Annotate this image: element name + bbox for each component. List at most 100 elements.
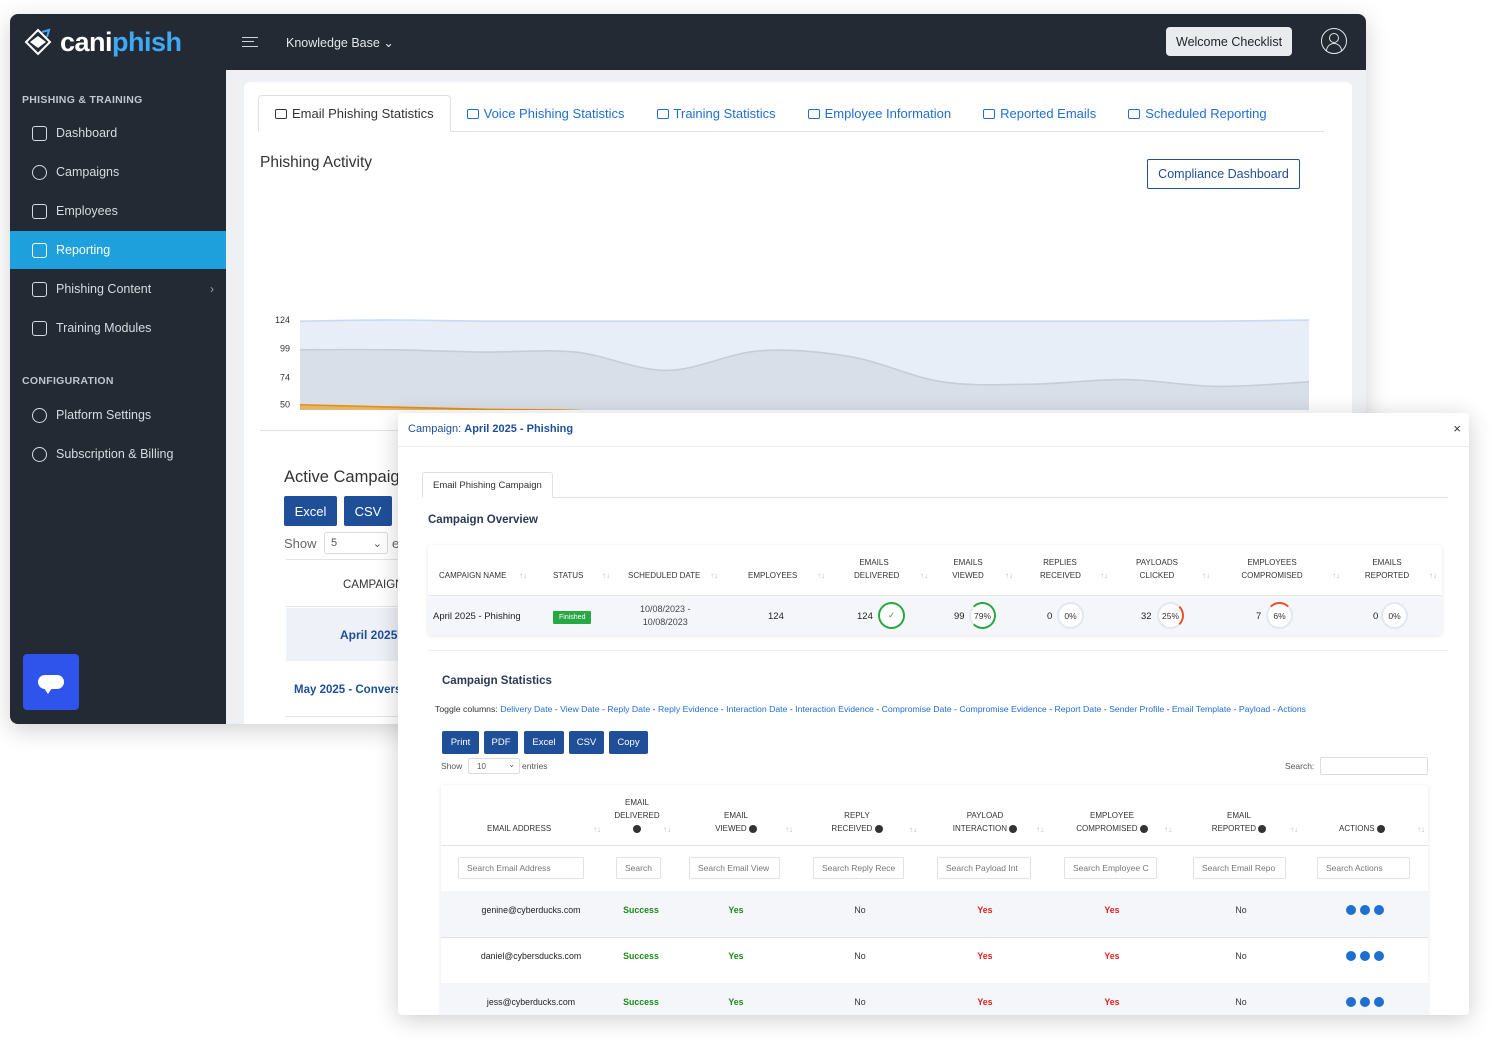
column-header[interactable]: EMPLOYEE COMPROMISED [1072,809,1152,835]
tab-training-statistics[interactable]: Training Statistics [641,95,792,132]
toggle-column-link[interactable]: Reply Evidence [657,704,719,714]
column-header[interactable]: REPLY RECEIVED [830,809,884,835]
toggle-column-link[interactable]: Compromise Evidence [959,704,1047,714]
sort-icon[interactable]: ↑↓ [785,825,793,834]
toggle-column-link[interactable]: Compromise Date [881,704,952,714]
column-header[interactable]: EMPLOYEES [748,571,798,580]
close-icon[interactable]: × [1453,421,1461,436]
toggle-column-link[interactable]: Reply Date [607,704,651,714]
column-header[interactable]: EMAILS VIEWED [952,558,984,580]
column-header[interactable]: ACTIONS [1339,822,1385,835]
search-input[interactable] [1320,757,1428,775]
sort-icon[interactable]: ↑↓ [1417,825,1425,834]
table-row[interactable]: jess@cyberducks.com Success Yes No Yes Yes No [441,983,1428,1015]
check-icon[interactable] [1360,905,1370,915]
compliance-dashboard-button[interactable]: Compliance Dashboard [1147,159,1300,189]
sort-icon[interactable]: ↑↓ [920,571,928,580]
show-entries-select[interactable]: 5 ⌄ [324,532,388,554]
delete-icon[interactable] [1374,951,1384,961]
tab-scheduled-reporting[interactable]: Scheduled Reporting [1112,95,1282,132]
toggle-column-link[interactable]: Report Date [1054,704,1102,714]
sidebar-item-training-modules[interactable]: Training Modules [10,309,226,347]
info-icon[interactable] [748,824,757,833]
toggle-column-link[interactable]: Payload [1238,704,1271,714]
column-header[interactable]: EMPLOYEES COMPROMISED [1241,558,1303,580]
filter-input[interactable]: Search Email View [689,857,780,879]
sidebar-item-dashboard[interactable]: Dashboard [10,114,226,152]
toggle-column-link[interactable]: Interaction Date [726,704,788,714]
filter-input[interactable]: Search Payload Int [937,857,1031,879]
sort-icon[interactable]: ↑↓ [519,571,527,580]
sidebar-item-subscription-billing[interactable]: Subscription & Billing [10,435,226,473]
sort-icon[interactable]: ↑↓ [1429,571,1437,580]
column-header[interactable]: EMAIL REPORTED [1211,809,1267,835]
filter-input[interactable]: Search Email Address [458,857,584,879]
info-icon[interactable] [874,824,883,833]
sort-icon[interactable]: ↑↓ [1005,571,1013,580]
tab-voice-phishing-statistics[interactable]: Voice Phishing Statistics [451,95,641,132]
sort-icon[interactable]: ↑↓ [593,825,601,834]
excel-button[interactable]: Excel [524,731,564,754]
table-row[interactable]: genine@cyberducks.com Success Yes No Yes Yes N… [441,891,1428,937]
toggle-column-link[interactable]: Email Template [1171,704,1232,714]
info-icon[interactable] [1139,824,1148,833]
column-header[interactable]: CAMPAIGN NAME [439,571,507,580]
show-entries-select[interactable]: 10 ⌄ [468,758,520,774]
copy-button[interactable]: Copy [609,731,648,754]
info-icon[interactable] [633,824,641,833]
sort-icon[interactable]: ↑↓ [817,571,825,580]
sort-icon[interactable]: ↑↓ [602,571,610,580]
column-header[interactable]: EMAILS DELIVERED [854,558,900,580]
menu-toggle-icon[interactable] [242,37,258,47]
delete-icon[interactable] [1374,905,1384,915]
column-header[interactable]: REPLIES RECEIVED [1040,558,1081,580]
tab-email-phishing-statistics[interactable]: Email Phishing Statistics [258,95,451,132]
column-header[interactable]: SCHEDULED DATE [628,571,701,580]
table-row[interactable]: daniel@cybersducks.com Success Yes No Yes Yes… [441,937,1428,983]
toggle-column-link[interactable]: Delivery Date [500,704,553,714]
pdf-button[interactable]: PDF [484,731,518,754]
info-icon[interactable] [1009,824,1018,833]
tab-email-phishing-campaign[interactable]: Email Phishing Campaign [422,472,553,498]
sort-icon[interactable]: ↑↓ [1164,825,1172,834]
table-row[interactable]: May 2025 - Convers [286,662,406,717]
table-row[interactable]: April 2025 [286,608,406,661]
sort-icon[interactable]: ↑↓ [1290,825,1298,834]
csv-button[interactable]: CSV [344,496,392,526]
column-header[interactable]: EMAILS REPORTED [1364,558,1410,580]
sidebar-item-phishing-content[interactable]: Phishing Content › [10,270,226,308]
column-header[interactable]: STATUS [553,571,584,580]
sort-icon[interactable]: ↑↓ [663,825,671,834]
csv-button[interactable]: CSV [569,731,604,754]
campaign-column-header[interactable]: CAMPAIGN [286,559,406,607]
check-icon[interactable] [1360,951,1370,961]
chat-button[interactable] [23,654,79,710]
column-header[interactable]: PAYLOADS CLICKED [1136,558,1178,580]
info-icon[interactable] [1346,997,1356,1007]
filter-input[interactable]: Search [616,857,661,879]
sort-icon[interactable]: ↑↓ [1036,825,1044,834]
column-header[interactable]: EMAIL DELIVERED [613,796,661,835]
excel-button[interactable]: Excel [284,496,337,526]
knowledge-base-dropdown[interactable]: Knowledge Base ⌄ [286,35,394,50]
tab-reported-emails[interactable]: Reported Emails [967,95,1112,132]
check-icon[interactable] [1360,997,1370,1007]
toggle-column-link[interactable]: Actions [1277,704,1307,714]
filter-input[interactable]: Search Reply Rece [813,857,904,879]
print-button[interactable]: Print [442,731,479,754]
filter-input[interactable]: Search Email Repo [1193,857,1286,879]
sidebar-item-campaigns[interactable]: Campaigns [10,153,226,191]
toggle-column-link[interactable]: Sender Profile [1109,704,1165,714]
column-header[interactable]: PAYLOAD INTERACTION [947,809,1023,835]
sidebar-item-reporting[interactable]: Reporting [10,231,226,269]
info-icon[interactable] [1346,951,1356,961]
tab-employee-information[interactable]: Employee Information [792,95,967,132]
toggle-column-link[interactable]: Interaction Evidence [795,704,874,714]
user-avatar-icon[interactable] [1321,28,1347,54]
info-icon[interactable] [1258,824,1267,833]
delete-icon[interactable] [1374,997,1384,1007]
sidebar-item-employees[interactable]: Employees [10,192,226,230]
sidebar-item-platform-settings[interactable]: Platform Settings [10,396,226,434]
sort-icon[interactable]: ↑↓ [1202,571,1210,580]
welcome-checklist-button[interactable]: Welcome Checklist [1166,27,1293,56]
